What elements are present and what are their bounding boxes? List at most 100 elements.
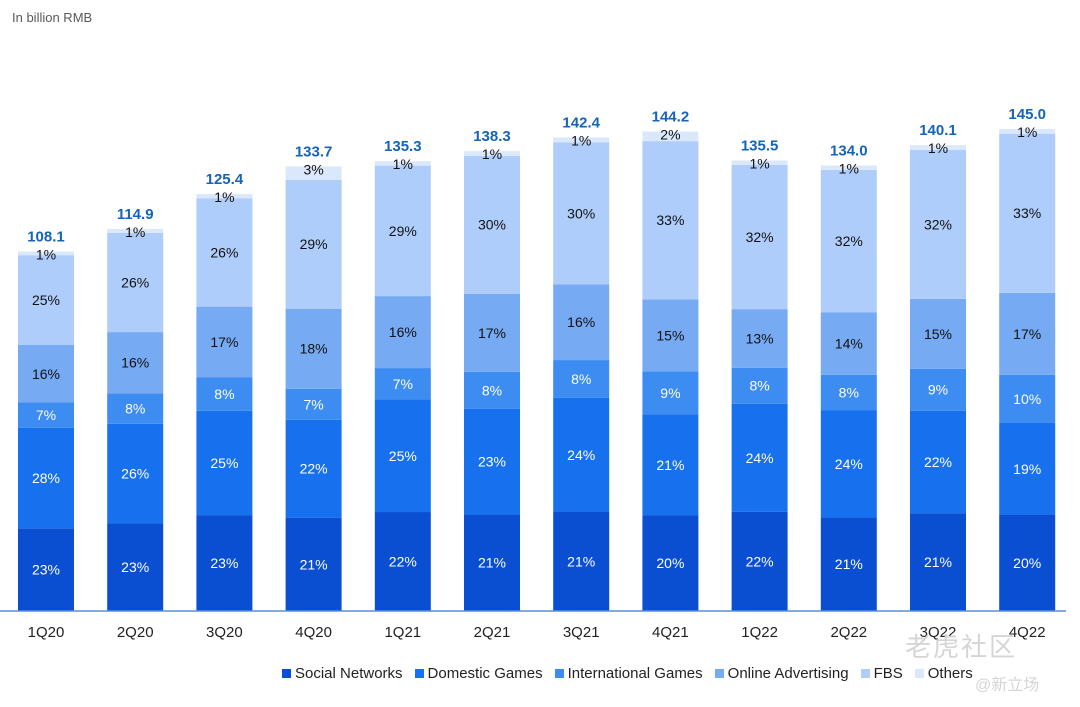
data-label: 32% bbox=[746, 229, 774, 245]
x-tick-label: 1Q22 bbox=[741, 624, 778, 641]
bar-segment-social-networks bbox=[374, 512, 431, 611]
data-label: 3% bbox=[303, 161, 323, 177]
bar-segment-others bbox=[731, 160, 788, 165]
watermark-handle-text: @新立场 bbox=[975, 677, 1040, 694]
data-label: 30% bbox=[478, 217, 506, 233]
x-tick-label: 4Q21 bbox=[652, 624, 689, 641]
data-label: 7% bbox=[393, 376, 413, 392]
data-label: 8% bbox=[125, 401, 145, 417]
legend-label: Others bbox=[927, 665, 973, 682]
data-label: 21% bbox=[567, 553, 595, 569]
data-label: 21% bbox=[924, 554, 952, 570]
data-label: 30% bbox=[567, 205, 595, 221]
total-label: 140.1 bbox=[919, 122, 957, 139]
data-label: 1% bbox=[749, 155, 769, 171]
data-label: 1% bbox=[36, 247, 56, 263]
data-label: 24% bbox=[835, 456, 863, 472]
data-label: 16% bbox=[32, 366, 60, 382]
bar-segment-social-networks bbox=[18, 528, 74, 611]
bar-segment-fbs bbox=[374, 165, 431, 297]
data-label: 15% bbox=[656, 327, 684, 343]
total-label: 138.3 bbox=[473, 128, 511, 145]
bar-segment-fbs bbox=[18, 255, 74, 346]
total-label: 134.0 bbox=[830, 142, 868, 159]
bar-segment-international-games bbox=[18, 402, 74, 428]
data-label: 1% bbox=[393, 156, 413, 172]
bar-segment-domestic-games bbox=[196, 410, 253, 516]
x-tick-label: 3Q21 bbox=[563, 624, 600, 641]
data-label: 33% bbox=[656, 212, 684, 228]
x-tick-label: 2Q21 bbox=[474, 624, 511, 641]
total-label: 144.2 bbox=[652, 109, 690, 126]
legend-label: Domestic Games bbox=[427, 665, 543, 682]
x-tick-labels: 1Q20 2Q20 3Q20 4Q20 1Q21 2Q21 3Q21 4Q21 1Q22 2Q22… bbox=[28, 624, 1046, 641]
bar-segment-domestic-games bbox=[642, 414, 699, 516]
bar-segment-online-advertising bbox=[820, 312, 877, 375]
x-tick-label: 3Q22 bbox=[920, 624, 957, 641]
bar-segment-others bbox=[910, 145, 966, 150]
data-label: 26% bbox=[121, 465, 149, 481]
bar-segment-international-games bbox=[999, 374, 1056, 423]
bar-segment-others bbox=[553, 137, 610, 143]
data-label: 20% bbox=[1013, 555, 1041, 571]
data-label: 8% bbox=[482, 382, 502, 398]
x-tick-label: 1Q21 bbox=[384, 624, 421, 641]
bar-segment-others bbox=[464, 151, 520, 156]
unit-label: In billion RMB bbox=[12, 10, 93, 25]
bar-segment-domestic-games bbox=[18, 427, 74, 529]
data-label: 1% bbox=[1017, 124, 1037, 140]
data-label: 21% bbox=[478, 555, 506, 571]
bar-segment-social-networks bbox=[731, 511, 788, 611]
data-label: 26% bbox=[121, 274, 149, 290]
bar-segment-others bbox=[642, 131, 699, 142]
bar-segment-online-advertising bbox=[18, 345, 74, 403]
legend-swatch bbox=[714, 669, 724, 678]
bar-segment-social-networks bbox=[196, 515, 253, 611]
legend-swatch bbox=[860, 669, 870, 678]
x-tick-label: 4Q22 bbox=[1009, 624, 1046, 641]
bar-segment-international-games bbox=[553, 360, 610, 398]
bar-segment-fbs bbox=[285, 179, 342, 309]
bar-segment-international-games bbox=[464, 371, 520, 409]
bar-segment-social-networks bbox=[910, 513, 966, 611]
data-label: 22% bbox=[300, 461, 328, 477]
bar-segment-fbs bbox=[642, 141, 699, 300]
bar-segment-domestic-games bbox=[107, 423, 164, 524]
data-label: 8% bbox=[839, 385, 859, 401]
data-label: 7% bbox=[303, 396, 323, 412]
data-label: 21% bbox=[835, 556, 863, 572]
total-label: 135.3 bbox=[384, 138, 422, 155]
data-label: 22% bbox=[924, 454, 952, 470]
data-label: 8% bbox=[749, 378, 769, 394]
legend-label: International Games bbox=[567, 665, 703, 682]
data-label: 23% bbox=[32, 562, 60, 578]
legend: Social Networks Domestic Games Internation… bbox=[282, 665, 973, 682]
bar-segment-fbs bbox=[464, 155, 520, 294]
data-label: 21% bbox=[300, 556, 328, 572]
bar-segment-online-advertising bbox=[464, 293, 520, 372]
bar-segment-online-advertising bbox=[642, 299, 699, 372]
bar-segment-fbs bbox=[820, 169, 877, 313]
data-label: 10% bbox=[1013, 391, 1041, 407]
data-label: 22% bbox=[746, 553, 774, 569]
bar-segment-fbs bbox=[196, 198, 253, 307]
bar-segment-others bbox=[196, 194, 253, 199]
bar-segment-fbs bbox=[999, 133, 1056, 293]
bar-segment-others bbox=[18, 251, 74, 256]
data-label: 1% bbox=[482, 146, 502, 162]
bar-segment-online-advertising bbox=[374, 296, 431, 369]
bar-segment-social-networks bbox=[107, 523, 164, 611]
bar-segment-online-advertising bbox=[910, 298, 966, 369]
bar-segment-social-networks bbox=[642, 515, 699, 611]
bar-segment-international-games bbox=[642, 371, 699, 415]
bar-segment-domestic-games bbox=[285, 419, 342, 518]
bar-segment-fbs bbox=[910, 149, 966, 299]
x-tick-label: 4Q20 bbox=[295, 624, 332, 641]
bar-segment-domestic-games bbox=[910, 410, 966, 514]
bar-segment-domestic-games bbox=[464, 408, 520, 515]
data-label: 9% bbox=[928, 382, 948, 398]
bar-segment-online-advertising bbox=[731, 309, 788, 368]
legend-item: Others bbox=[914, 665, 973, 682]
bar-segment-others bbox=[107, 228, 164, 233]
